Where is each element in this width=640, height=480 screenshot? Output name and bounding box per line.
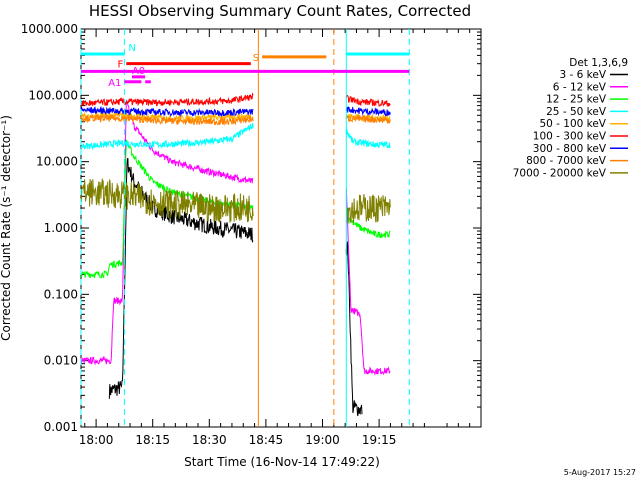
series-line-6-12-kev <box>80 99 391 376</box>
series-line-100-300-kev <box>80 92 391 107</box>
series-line-800-7000-kev <box>80 113 391 127</box>
legend-label-25-50-kev: 25 - 50 keV <box>546 106 607 118</box>
y-tick-label: 0.001 <box>44 420 78 434</box>
y-tick-label: 0.010 <box>44 354 78 368</box>
flag-label-n: N <box>128 43 135 54</box>
series-line-3-6-kev <box>108 157 363 417</box>
legend-label-300-800-kev: 300 - 800 keV <box>533 143 607 155</box>
x-tick-label: 19:15 <box>362 433 397 447</box>
y-axis: 1000.000 100.000 10.000 1.000 0.100 0.010 0.00… <box>21 22 481 434</box>
chart-title: HESSI Observing Summary Count Rates, Cor… <box>89 2 471 20</box>
series-line-25-50-kev <box>80 123 391 151</box>
legend-label-50-100-kev: 50 - 100 keV <box>539 118 606 130</box>
legend-label-12-25-kev: 12 - 25 keV <box>546 94 607 106</box>
y-tick-label: 1000.000 <box>21 22 78 36</box>
flag-label-a0: A0 <box>132 66 145 77</box>
y-axis-label: Corrected Count Rate (s⁻¹ detector⁻¹) <box>0 115 13 341</box>
legend-label-6-12-kev: 6 - 12 keV <box>553 81 607 93</box>
series-group <box>80 92 391 417</box>
y-tick-label: 100.000 <box>28 88 78 102</box>
legend-label-800-7000-kev: 800 - 7000 keV <box>526 155 607 167</box>
legend-label-7000-20000-kev: 7000 - 20000 keV <box>513 167 607 179</box>
plot-area <box>80 28 482 428</box>
flag-label-f: F <box>118 60 124 71</box>
vertical-markers <box>80 29 410 427</box>
y-tick-label: 10.000 <box>36 155 78 169</box>
series-line-7000-20000-kev <box>80 178 391 224</box>
legend-label-100-300-kev: 100 - 300 keV <box>533 131 607 143</box>
flag-label-a1: A1 <box>108 78 121 89</box>
flag-label-s: S <box>253 53 259 64</box>
legend-label-3-6-kev: 3 - 6 keV <box>559 69 606 81</box>
x-tick-label: 18:45 <box>249 433 284 447</box>
x-tick-label: 18:30 <box>192 433 227 447</box>
x-axis: 18:00 18:15 18:30 18:45 19:00 19:15 <box>79 29 471 447</box>
x-tick-label: 18:15 <box>135 433 170 447</box>
x-tick-label: 19:00 <box>305 433 340 447</box>
footer-timestamp: 5-Aug-2017 15:27 <box>564 468 636 477</box>
y-tick-label: 0.100 <box>44 287 78 301</box>
x-tick-label: 18:00 <box>79 433 114 447</box>
series-line-300-800-kev <box>80 105 391 118</box>
y-tick-label: 1.000 <box>44 221 78 235</box>
x-axis-label: Start Time (16-Nov-14 17:49:22) <box>184 455 380 469</box>
flag-bars: N S F A0 A1 <box>81 43 410 89</box>
legend-title: Det 1,3,6,9 <box>569 57 628 69</box>
